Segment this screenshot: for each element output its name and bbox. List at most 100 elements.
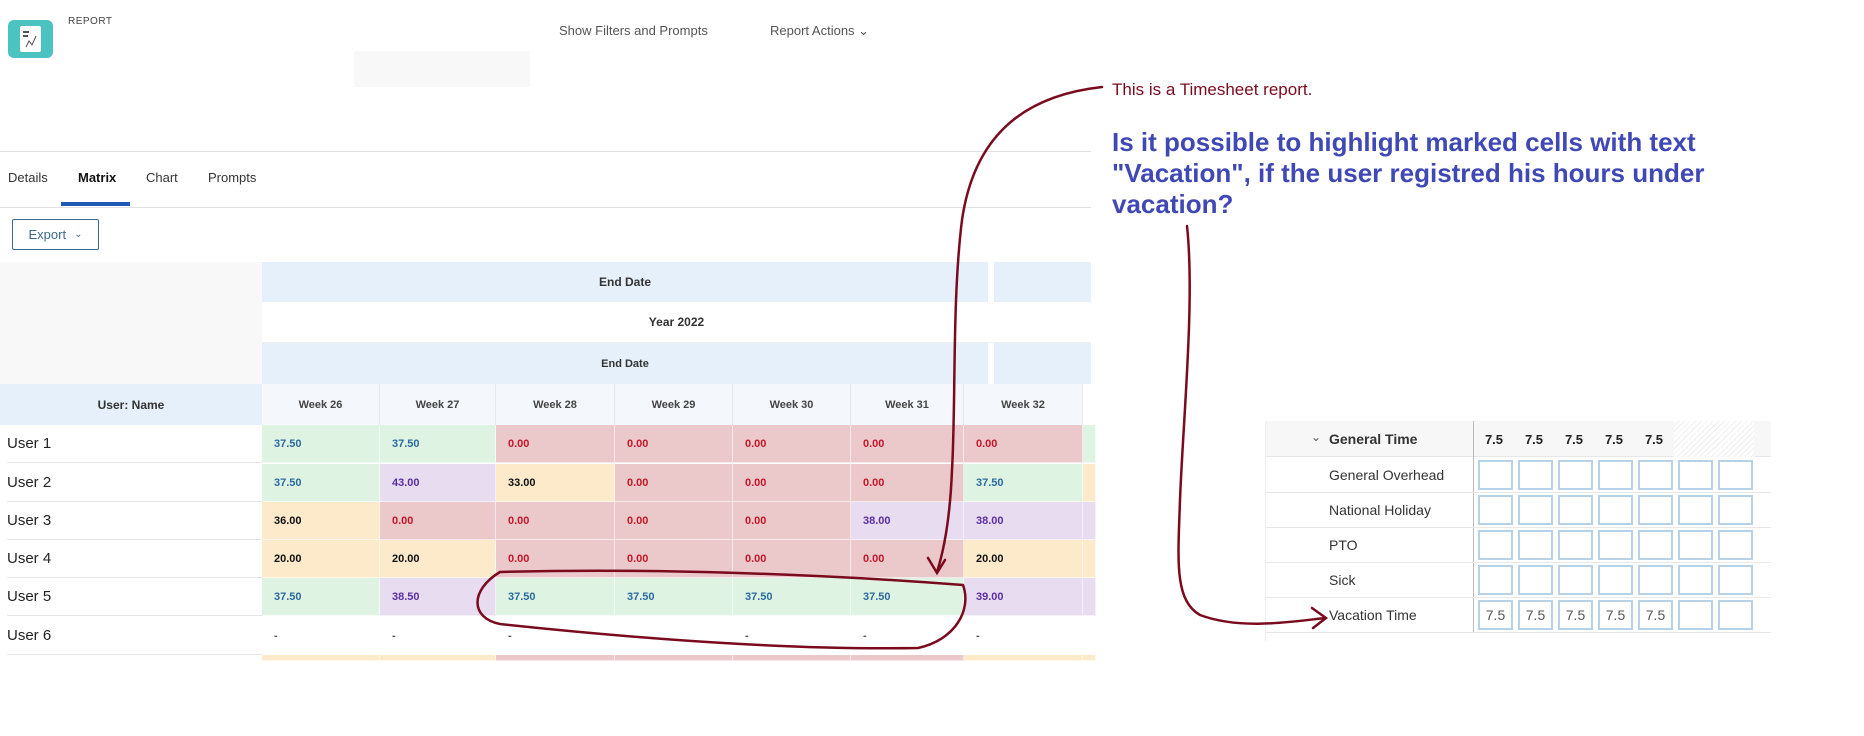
hours-input[interactable]: 7.5 [1518, 600, 1553, 630]
hours-input[interactable] [1558, 530, 1593, 560]
hours-input[interactable]: 7.5 [1478, 600, 1513, 630]
row-user-name: User 6 [7, 617, 262, 655]
hours-input[interactable] [1718, 495, 1753, 525]
week-header[interactable]: Week 32 [964, 384, 1083, 425]
hours-input[interactable] [1518, 495, 1553, 525]
hours-input[interactable] [1518, 530, 1553, 560]
hours-input[interactable] [1638, 565, 1673, 595]
hours-input[interactable]: 7.5 [1558, 600, 1593, 630]
end-date-header: End Date [262, 262, 988, 302]
matrix-cell: 43.00 [380, 464, 496, 502]
hours-input[interactable] [1558, 495, 1593, 525]
row-user-name: User 2 [7, 464, 262, 502]
timesheet-total: 7.5 [1524, 431, 1544, 447]
hours-input[interactable] [1638, 530, 1673, 560]
matrix-cell: 0.00 [615, 425, 733, 463]
hours-input[interactable] [1718, 565, 1753, 595]
report-actions-button[interactable]: Report Actions ⌄ [770, 23, 869, 39]
annotation-note: This is a Timesheet report. [1112, 80, 1313, 99]
annotation-question: Is it possible to highlight marked cells… [1112, 127, 1705, 219]
matrix-cell: 37.50 [380, 425, 496, 463]
matrix-cell: 0.00 [733, 540, 851, 578]
hours-input[interactable] [1638, 460, 1673, 490]
hours-input[interactable] [1598, 460, 1633, 490]
hours-input[interactable] [1678, 495, 1713, 525]
matrix-cell: 37.50 [733, 578, 851, 616]
timesheet-row-label: Sick [1329, 572, 1356, 588]
matrix-cell: 0.00 [964, 425, 1083, 463]
tab-details[interactable]: Details [8, 170, 48, 185]
tab-chart[interactable]: Chart [146, 170, 178, 185]
matrix-cell: - [380, 617, 496, 655]
timesheet-panel: ⌄ General Time 7.5 7.5 7.5 7.5 7.5 General Over… [1265, 421, 1771, 641]
week-header[interactable]: Week 26 [262, 384, 380, 425]
matrix-cell: 38.00 [851, 502, 964, 540]
matrix-cell: 0.00 [496, 425, 615, 463]
timesheet-row-label: National Holiday [1329, 502, 1431, 518]
end-date-subheader-next [994, 343, 1091, 384]
matrix-cell: - [851, 617, 964, 655]
hours-input[interactable] [1678, 530, 1713, 560]
matrix-cell-partial [496, 655, 615, 661]
week-header[interactable]: Week 28 [496, 384, 615, 425]
matrix-cell: 20.00 [380, 540, 496, 578]
week-header[interactable]: Week 30 [733, 384, 851, 425]
hours-input[interactable] [1478, 460, 1513, 490]
timesheet-row-label: Vacation Time [1329, 607, 1417, 623]
matrix-cell: 38.50 [380, 578, 496, 616]
matrix-cell: 37.50 [262, 578, 380, 616]
matrix-cell: 20.00 [964, 540, 1083, 578]
timesheet-row: Sick [1266, 562, 1771, 598]
hours-input[interactable] [1718, 460, 1753, 490]
matrix-cell: 0.00 [496, 540, 615, 578]
matrix-cell: 36.00 [262, 502, 380, 540]
hours-input[interactable]: 7.5 [1638, 600, 1673, 630]
hours-input[interactable] [1678, 460, 1713, 490]
hours-input[interactable] [1478, 565, 1513, 595]
timesheet-row: PTO [1266, 527, 1771, 563]
timesheet-row: National Holiday [1266, 492, 1771, 528]
hours-input[interactable] [1518, 460, 1553, 490]
hours-input[interactable] [1478, 530, 1513, 560]
week-header[interactable]: Week 27 [380, 384, 496, 425]
report-actions-label: Report Actions [770, 23, 855, 38]
matrix-cell [1083, 425, 1096, 463]
hours-input[interactable] [1558, 460, 1593, 490]
matrix-cell: 37.50 [262, 425, 380, 463]
hours-input[interactable] [1718, 600, 1753, 630]
tab-prompts[interactable]: Prompts [208, 170, 257, 185]
matrix-cell: 20.00 [262, 540, 380, 578]
timesheet-total: 7.5 [1604, 431, 1624, 447]
row-user-name: User 1 [7, 425, 262, 463]
chevron-down-icon[interactable]: ⌄ [1311, 430, 1322, 444]
hours-input[interactable] [1678, 600, 1713, 630]
hours-input[interactable] [1558, 565, 1593, 595]
matrix-cell: - [733, 617, 851, 655]
chevron-down-icon: ⌄ [858, 23, 870, 38]
hours-input[interactable] [1598, 565, 1633, 595]
timesheet-total [1674, 421, 1714, 457]
timesheet-group-row: ⌄ General Time 7.5 7.5 7.5 7.5 7.5 [1266, 421, 1771, 457]
report-app-icon [8, 20, 53, 58]
export-button[interactable]: Export ⌄ [12, 219, 99, 250]
hours-input[interactable] [1598, 530, 1633, 560]
hours-input[interactable] [1678, 565, 1713, 595]
hours-input[interactable] [1638, 495, 1673, 525]
matrix-cell: 38.00 [964, 502, 1083, 540]
tab-matrix[interactable]: Matrix [78, 170, 117, 185]
hours-input[interactable] [1478, 495, 1513, 525]
matrix-cell: 0.00 [615, 464, 733, 502]
hours-input[interactable] [1518, 565, 1553, 595]
hours-input[interactable]: 7.5 [1598, 600, 1633, 630]
user-name-header[interactable]: User: Name [0, 384, 262, 425]
year-header: Year 2022 [262, 302, 1091, 343]
week-header[interactable]: Week 29 [615, 384, 733, 425]
week-header[interactable]: Week 31 [851, 384, 964, 425]
report-type-label: REPORT [68, 16, 113, 27]
matrix-cell-partial [1083, 655, 1096, 661]
matrix-cell-partial [262, 655, 380, 661]
hours-input[interactable] [1718, 530, 1753, 560]
show-filters-button[interactable]: Show Filters and Prompts [559, 23, 708, 38]
matrix-cell: 0.00 [851, 425, 964, 463]
hours-input[interactable] [1598, 495, 1633, 525]
